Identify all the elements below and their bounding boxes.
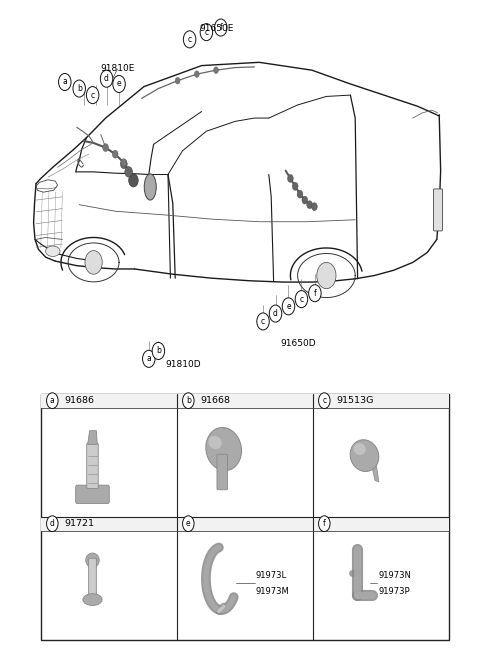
Circle shape [292, 182, 298, 190]
Ellipse shape [354, 443, 366, 455]
Circle shape [288, 174, 293, 182]
Circle shape [317, 262, 336, 289]
Circle shape [297, 190, 303, 198]
Text: 91513G: 91513G [337, 396, 374, 405]
Circle shape [269, 305, 282, 322]
FancyBboxPatch shape [87, 443, 98, 489]
Text: c: c [204, 28, 208, 37]
Circle shape [215, 19, 227, 36]
Circle shape [113, 75, 125, 92]
Ellipse shape [350, 440, 379, 472]
FancyBboxPatch shape [41, 394, 177, 408]
Text: 91650E: 91650E [199, 24, 234, 33]
Text: f: f [323, 519, 326, 528]
Circle shape [112, 150, 118, 158]
Text: 91973P: 91973P [378, 587, 410, 596]
Circle shape [47, 393, 58, 409]
FancyBboxPatch shape [217, 455, 228, 490]
Text: d: d [273, 309, 278, 318]
Text: f: f [219, 23, 222, 32]
Text: 91973M: 91973M [256, 587, 289, 596]
Circle shape [143, 350, 155, 367]
Text: c: c [261, 317, 265, 326]
Circle shape [183, 31, 196, 48]
Ellipse shape [144, 174, 156, 200]
Text: c: c [91, 91, 95, 100]
Circle shape [85, 251, 102, 274]
FancyBboxPatch shape [177, 394, 313, 408]
Circle shape [309, 285, 321, 302]
Text: 91668: 91668 [201, 396, 231, 405]
Text: c: c [188, 35, 192, 44]
FancyBboxPatch shape [76, 485, 109, 504]
FancyBboxPatch shape [177, 517, 313, 531]
Text: 91973L: 91973L [256, 571, 287, 580]
Circle shape [307, 201, 312, 209]
Text: b: b [186, 396, 191, 405]
Circle shape [182, 516, 194, 531]
Circle shape [86, 87, 99, 104]
Polygon shape [372, 466, 379, 482]
Text: e: e [186, 519, 191, 528]
Text: 91973N: 91973N [378, 571, 411, 580]
Circle shape [312, 203, 317, 211]
Circle shape [120, 159, 127, 169]
Circle shape [125, 167, 132, 177]
Circle shape [182, 393, 194, 409]
Circle shape [214, 67, 218, 73]
FancyBboxPatch shape [41, 517, 177, 531]
Circle shape [319, 516, 330, 531]
Circle shape [175, 77, 180, 84]
Ellipse shape [206, 428, 241, 470]
Circle shape [295, 291, 308, 308]
Circle shape [200, 24, 213, 41]
Text: 91810D: 91810D [166, 360, 201, 369]
Circle shape [194, 71, 199, 77]
Polygon shape [88, 431, 97, 445]
FancyBboxPatch shape [433, 189, 443, 231]
Circle shape [121, 159, 127, 167]
Circle shape [129, 174, 138, 187]
Text: a: a [50, 396, 55, 405]
Circle shape [59, 73, 71, 91]
FancyBboxPatch shape [41, 394, 449, 640]
Text: b: b [156, 346, 161, 356]
Ellipse shape [86, 553, 99, 567]
Text: 91650D: 91650D [281, 338, 316, 348]
Circle shape [73, 80, 85, 97]
Circle shape [47, 516, 58, 531]
Circle shape [282, 298, 295, 315]
Text: c: c [300, 295, 303, 304]
Circle shape [302, 196, 308, 204]
Text: e: e [286, 302, 291, 311]
Circle shape [103, 144, 108, 152]
Circle shape [257, 313, 269, 330]
Circle shape [100, 70, 113, 87]
FancyBboxPatch shape [89, 558, 96, 599]
Ellipse shape [208, 436, 222, 449]
Ellipse shape [83, 594, 102, 605]
Circle shape [319, 393, 330, 409]
FancyBboxPatch shape [313, 517, 449, 531]
Text: 91810E: 91810E [101, 64, 135, 73]
Text: d: d [50, 519, 55, 528]
Text: 91721: 91721 [65, 519, 95, 528]
Text: b: b [77, 84, 82, 93]
Text: d: d [104, 74, 109, 83]
Text: 91686: 91686 [65, 396, 95, 405]
Text: c: c [322, 396, 326, 405]
Text: a: a [146, 354, 151, 363]
Text: a: a [62, 77, 67, 87]
Text: e: e [117, 79, 121, 89]
Circle shape [152, 342, 165, 359]
Text: f: f [313, 289, 316, 298]
FancyBboxPatch shape [313, 394, 449, 408]
Ellipse shape [46, 246, 60, 256]
